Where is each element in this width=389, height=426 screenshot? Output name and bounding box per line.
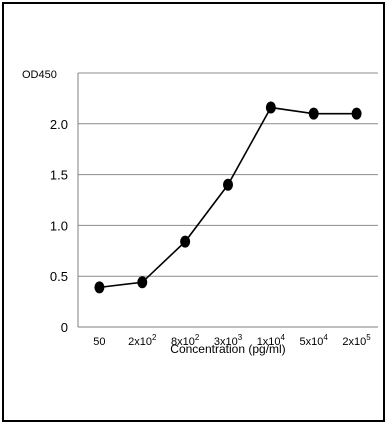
- series-polyline: [99, 106, 357, 289]
- x-tick-label-1: 2x102: [128, 333, 157, 348]
- y-tick-label-1: 0.5: [50, 269, 68, 284]
- x-tick-label-2: 8x102: [171, 333, 200, 348]
- x-tick-label-0: 50: [93, 336, 105, 348]
- x-tick-label-4: 1x104: [257, 333, 286, 348]
- x-tick-label-5: 5x104: [300, 333, 329, 348]
- y-axis-label: OD450: [22, 69, 57, 81]
- chart-frame: [2, 2, 385, 422]
- data-markers: [94, 101, 362, 294]
- gridlines: [78, 72, 378, 277]
- y-tick-labels: 0 0.5 1.0 1.5 2.0: [50, 117, 68, 335]
- data-point-4: [265, 101, 276, 114]
- y-tick-label-0: 0: [61, 320, 68, 335]
- axes: [77, 73, 378, 328]
- data-point-6: [351, 107, 362, 120]
- data-point-5: [308, 107, 319, 120]
- x-tick-label-6: 2x105: [342, 333, 371, 348]
- data-point-0: [94, 281, 105, 294]
- x-tick-label-3: 3x103: [214, 333, 243, 348]
- x-tick-labels: 50 2x102 8x102 3x103 1x104 5x104 2x105: [93, 333, 371, 348]
- data-point-3: [223, 178, 233, 191]
- data-point-1: [137, 276, 148, 289]
- data-point-2: [180, 235, 191, 248]
- y-tick-label-2: 1.0: [50, 218, 68, 233]
- y-tick-label-3: 1.5: [50, 168, 68, 183]
- series-line: [99, 106, 357, 289]
- x-axis-title: Concentration (pg/ml): [170, 342, 285, 356]
- y-tick-label-4: 2.0: [50, 117, 68, 132]
